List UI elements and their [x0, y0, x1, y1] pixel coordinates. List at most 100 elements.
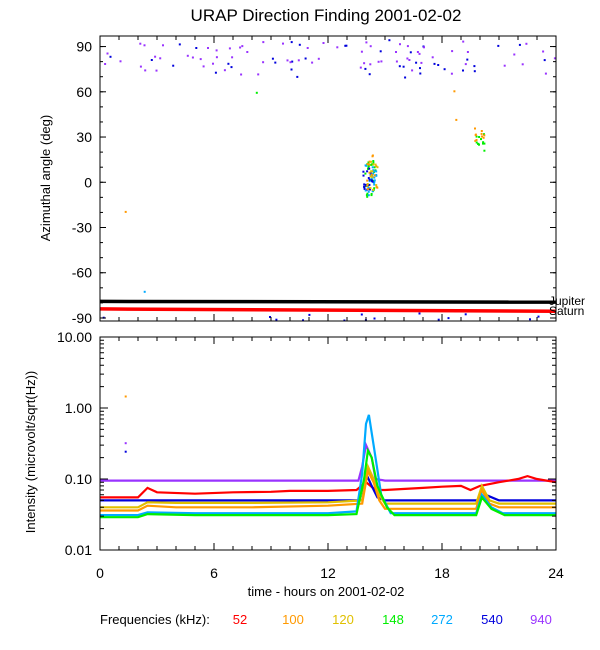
azimuth-point-272khz	[373, 176, 376, 179]
azimuth-point-120khz	[372, 188, 375, 191]
azimuth-point-540khz	[466, 58, 469, 61]
azimuth-point-540khz	[473, 70, 476, 73]
azimuth-point-540khz	[464, 313, 467, 316]
azimuth-point-100khz	[368, 160, 371, 163]
azimuth-point-540khz	[296, 75, 299, 78]
intensity-y-label: Intensity (microvolt/sqrt(Hz))	[23, 371, 38, 534]
legend-item-120khz: 120	[332, 612, 354, 627]
azimuth-point-540khz	[308, 313, 311, 316]
azimuth-point-272khz	[373, 179, 376, 182]
azimuth-point-940khz	[521, 63, 524, 66]
azimuth-point-272khz	[372, 169, 375, 172]
azimuth-point-540khz	[404, 76, 407, 79]
azimuth-point-540khz	[363, 187, 366, 190]
azimuth-point-272khz	[365, 164, 368, 167]
azimuth-y-tick-label: 30	[76, 129, 92, 145]
azimuth-point-540khz	[269, 316, 271, 318]
legend-item-148khz: 148	[382, 612, 404, 627]
azimuth-point-148khz	[483, 133, 485, 136]
azimuth-y-tick-label: 60	[76, 84, 92, 100]
azimuth-point-940khz	[202, 65, 205, 68]
azimuth-point-940khz	[139, 42, 142, 45]
azimuth-point-148khz	[370, 194, 373, 197]
azimuth-point-540khz	[473, 65, 476, 68]
azimuth-y-tick-label: -90	[72, 310, 92, 326]
azimuth-y-tick-label: -60	[72, 265, 92, 281]
azimuth-point-540khz	[462, 69, 464, 72]
azimuth-point-100khz	[453, 90, 456, 93]
azimuth-y-label: Azimuthal angle (deg)	[38, 115, 53, 241]
azimuth-point-120khz	[370, 160, 372, 163]
azimuth-point-540khz	[150, 59, 153, 61]
azimuth-point-272khz	[364, 189, 367, 192]
azimuth-point-540khz	[398, 65, 401, 68]
azimuth-point-272khz	[372, 181, 375, 184]
azimuth-point-148khz	[483, 149, 486, 152]
azimuth-point-540khz	[433, 62, 436, 65]
intensity-point-100khz	[124, 395, 127, 398]
azimuth-point-540khz	[409, 51, 412, 54]
azimuth-point-272khz	[367, 194, 370, 197]
azimuth-point-540khz	[195, 47, 198, 49]
azimuth-point-940khz	[553, 57, 556, 60]
azimuth-point-540khz	[437, 318, 440, 321]
azimuth-point-540khz	[304, 57, 307, 60]
intensity-series-52khz	[100, 474, 557, 499]
azimuth-point-540khz	[443, 68, 446, 71]
azimuth-point-540khz	[367, 177, 370, 179]
azimuth-point-940khz	[215, 56, 218, 59]
azimuth-point-940khz	[451, 50, 454, 53]
azimuth-point-540khz	[368, 167, 371, 170]
intensity-y-tick-label: 10.00	[57, 329, 92, 345]
azimuth-point-940khz	[223, 69, 226, 72]
azimuth-point-272khz	[143, 290, 146, 293]
azimuth-point-940khz	[155, 69, 158, 72]
azimuth-point-940khz	[231, 56, 234, 59]
saturn-reference-line	[99, 307, 557, 313]
azimuth-point-100khz	[481, 135, 483, 138]
azimuth-point-148khz	[366, 195, 369, 198]
azimuth-point-540khz	[363, 185, 366, 188]
azimuth-point-148khz	[367, 167, 369, 170]
intensity-y-tick-label: 0.01	[65, 542, 92, 558]
intensity-data-layer	[100, 395, 557, 519]
legend-title: Frequencies (kHz):	[100, 612, 210, 627]
intensity-point-540khz	[124, 450, 127, 453]
azimuth-point-940khz	[239, 46, 242, 49]
time-axis-label: time - hours on 2001-02-02	[248, 584, 405, 599]
azimuth-point-940khz	[104, 63, 107, 65]
azimuth-point-120khz	[371, 176, 374, 179]
azimuth-point-100khz	[373, 174, 376, 177]
azimuth-point-148khz	[255, 91, 258, 94]
chart-title: URAP Direction Finding 2001-02-02	[191, 6, 462, 25]
azimuth-point-148khz	[367, 161, 370, 164]
azimuth-point-940khz	[289, 61, 292, 64]
azimuth-point-540khz	[419, 72, 422, 75]
azimuth-point-540khz	[437, 64, 440, 66]
azimuth-point-940khz	[431, 56, 434, 59]
intensity-line-272khz	[100, 414, 556, 517]
azimuth-point-148khz	[373, 166, 376, 169]
azimuth-point-940khz	[186, 54, 189, 57]
azimuth-point-120khz	[371, 170, 374, 173]
azimuth-point-940khz	[408, 59, 411, 61]
azimuth-point-940khz	[450, 72, 453, 75]
azimuth-point-540khz	[368, 178, 371, 181]
azimuth-point-100khz	[124, 210, 127, 213]
azimuth-point-100khz	[375, 165, 378, 168]
intensity-series-100khz	[100, 467, 556, 512]
azimuth-point-940khz	[286, 59, 289, 62]
legend-item-940khz: 940	[530, 612, 552, 627]
azimuth-point-540khz	[344, 44, 347, 47]
azimuth-point-100khz	[474, 139, 477, 142]
intensity-series-940khz	[100, 441, 556, 482]
intensity-plot-frame	[99, 336, 557, 551]
azimuth-point-100khz	[474, 127, 476, 130]
azimuth-point-148khz	[373, 187, 376, 190]
azimuth-point-540khz	[369, 172, 372, 175]
time-tick-label: 0	[96, 565, 104, 581]
azimuth-point-540khz	[227, 62, 230, 65]
azimuth-point-540khz	[497, 44, 500, 47]
